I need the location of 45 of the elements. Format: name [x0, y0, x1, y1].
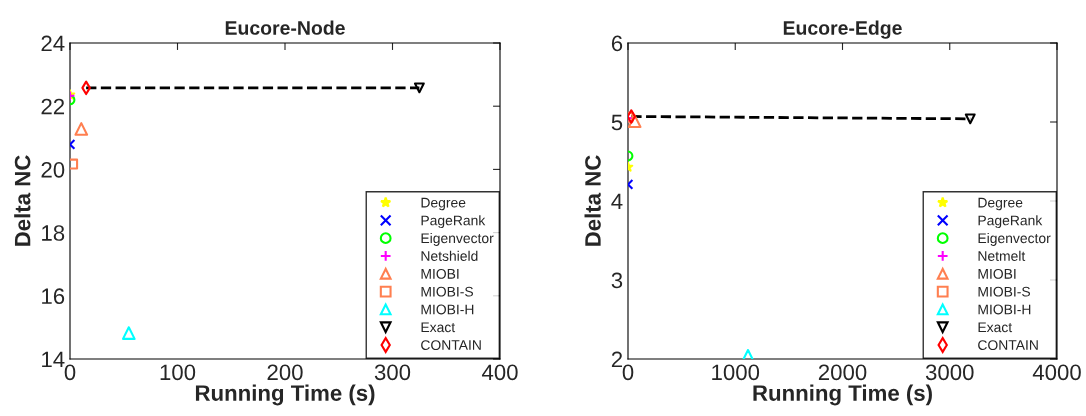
x-tick-label: 400 [481, 364, 518, 381]
x-tick-label: 0 [64, 364, 76, 381]
legend-label: Eigenvector [978, 232, 1051, 246]
legend-label: CONTAIN [978, 340, 1038, 350]
y-axis-title: Delta NC [584, 155, 601, 246]
y-tick-label: 18 [42, 225, 65, 241]
legend-label: CONTAIN [421, 340, 481, 350]
legend-label: Degree [978, 197, 1023, 211]
x-axis-title: Running Time (s) [753, 384, 932, 406]
legend-label: Exact [978, 322, 1013, 333]
legend-label: MIOBI [978, 268, 1016, 279]
x-axis-title: Running Time (s) [195, 384, 375, 406]
y-tick-label: 6 [611, 35, 623, 52]
legend-label: MIOBI-H [421, 304, 474, 315]
legend-label: Degree [421, 197, 466, 211]
legend-label: MIOBI-S [978, 286, 1031, 297]
y-tick-label: 22 [41, 98, 65, 115]
chart-title: Eucore-Edge [783, 20, 902, 39]
x-tick-label: 3000 [925, 364, 974, 381]
x-tick-label: 100 [160, 364, 196, 381]
y-tick-label: 24 [41, 35, 65, 52]
legend-label: PageRank [421, 215, 486, 229]
chart-title: Eucore-Node [225, 20, 345, 35]
legend-label: MIOBI [421, 268, 459, 279]
legend-label: Eigenvector [421, 232, 494, 246]
y-tick-label: 2 [611, 351, 623, 368]
x-tick-label: 200 [267, 364, 303, 381]
x-tick-label: 1000 [712, 364, 760, 381]
y-tick-label: 16 [42, 288, 65, 305]
y-tick-label: 5 [611, 114, 623, 131]
legend-label: PageRank [978, 215, 1043, 229]
y-tick-label: 14 [42, 351, 65, 368]
legend-label: Netshield [421, 250, 478, 261]
legend-label: MIOBI-S [421, 286, 474, 297]
y-tick-label: 20 [41, 161, 65, 178]
x-tick-label: 4000 [1032, 364, 1081, 381]
legend-label: Exact [421, 322, 456, 333]
y-tick-label: 4 [611, 193, 623, 210]
y-axis-title: Delta NC [14, 155, 31, 246]
x-tick-label: 300 [374, 364, 411, 381]
legend-label: Netmelt [978, 250, 1026, 261]
x-tick-label: 2000 [818, 364, 867, 381]
y-tick-label: 3 [611, 272, 623, 289]
x-tick-label: 0 [622, 364, 634, 381]
legend-label: MIOBI-H [978, 304, 1031, 315]
